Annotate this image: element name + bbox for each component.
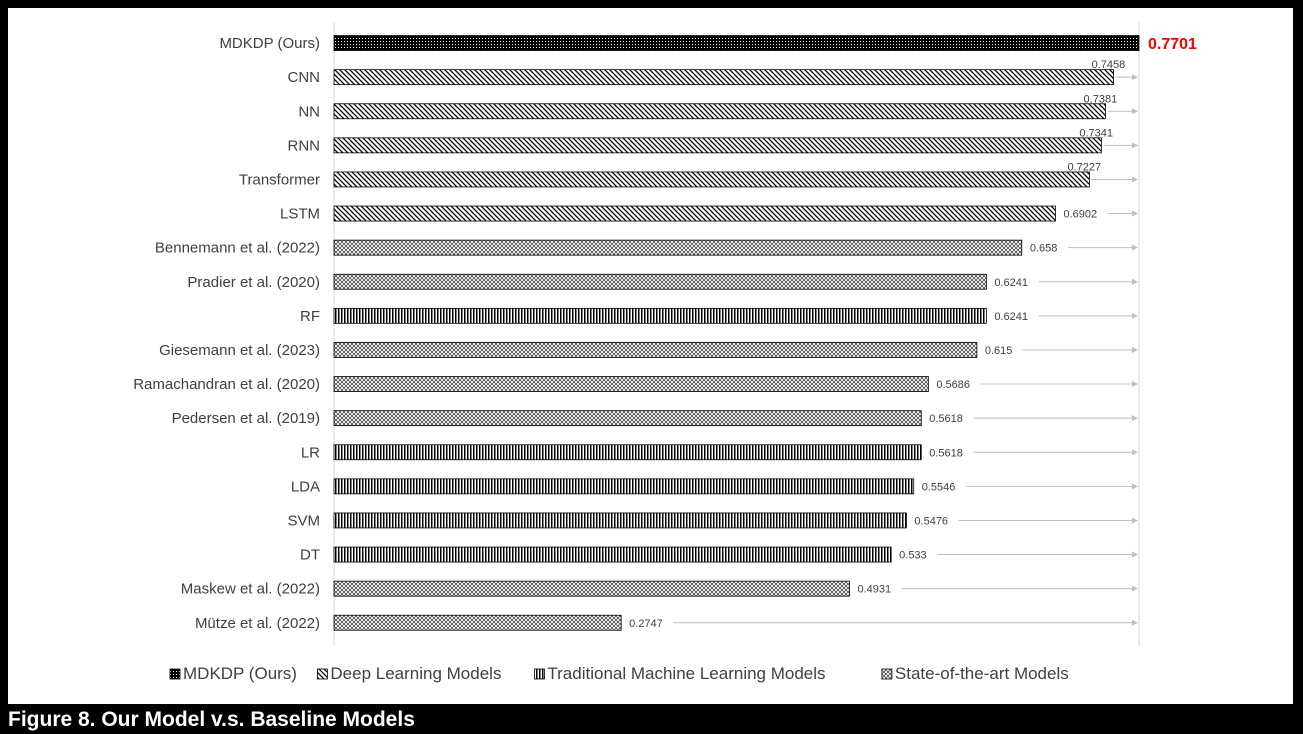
arrow-head bbox=[1132, 278, 1138, 285]
bar bbox=[333, 444, 922, 461]
bar bbox=[333, 307, 987, 324]
chart-panel: MDKDP (Ours) 0.7701 CNN 0.7458 NN 0.7381 RNN 0.… bbox=[8, 8, 1293, 731]
data-label: 0.7227 bbox=[1067, 161, 1101, 173]
bar bbox=[333, 410, 922, 427]
bar bbox=[333, 512, 907, 529]
data-label: 0.6241 bbox=[994, 311, 1028, 323]
data-label: 0.6902 bbox=[1063, 209, 1097, 221]
legend-label-deep: Deep Learning Models bbox=[330, 664, 501, 683]
data-label: 0.658 bbox=[1030, 243, 1058, 255]
data-label: 0.4931 bbox=[857, 584, 891, 596]
category-label: Pradier et al. (2020) bbox=[187, 274, 320, 291]
data-label: 0.7701 bbox=[1148, 36, 1197, 53]
bar bbox=[333, 137, 1102, 154]
axis-layer bbox=[333, 22, 1140, 646]
legend: MDKDP (Ours) Deep Learning Models Traditio… bbox=[169, 664, 1069, 683]
bar bbox=[333, 342, 978, 358]
category-label: Mütze et al. (2022) bbox=[195, 615, 320, 632]
arrow-head bbox=[1132, 312, 1138, 319]
legend-swatch-deep bbox=[316, 668, 328, 680]
arrow-head bbox=[1132, 74, 1138, 81]
bar bbox=[333, 239, 1023, 256]
legend-label-ours: MDKDP (Ours) bbox=[183, 664, 297, 683]
category-label: RF bbox=[300, 308, 320, 325]
arrow-head bbox=[1132, 415, 1138, 422]
arrow-head bbox=[1132, 142, 1138, 149]
arrow-head bbox=[1132, 244, 1138, 251]
category-label: Giesemann et al. (2023) bbox=[159, 342, 320, 359]
arrow-head bbox=[1132, 551, 1138, 558]
category-label: Pedersen et al. (2019) bbox=[172, 410, 320, 427]
category-label: Ramachandran et al. (2020) bbox=[133, 376, 320, 393]
data-label: 0.7381 bbox=[1084, 93, 1118, 105]
arrow-head bbox=[1132, 176, 1138, 183]
arrow-head bbox=[1132, 346, 1138, 353]
category-label: MDKDP (Ours) bbox=[219, 35, 320, 52]
bar bbox=[333, 273, 987, 290]
category-label: LR bbox=[301, 444, 320, 461]
category-label: DT bbox=[300, 547, 320, 564]
bar bbox=[333, 546, 892, 563]
category-label: LSTM bbox=[280, 206, 320, 223]
category-label: RNN bbox=[288, 137, 321, 154]
bar bbox=[333, 69, 1114, 86]
legend-swatch-ours bbox=[169, 668, 181, 680]
bar-chart: MDKDP (Ours) 0.7701 CNN 0.7458 NN 0.7381 RNN 0.… bbox=[133, 22, 1197, 683]
data-label: 0.5686 bbox=[936, 379, 970, 391]
data-label: 0.2747 bbox=[629, 618, 663, 630]
legend-label-sota: State-of-the-art Models bbox=[895, 664, 1069, 683]
arrow-head bbox=[1132, 517, 1138, 524]
data-label: 0.5618 bbox=[929, 413, 963, 425]
legend-swatch-sota bbox=[881, 668, 893, 680]
category-label: LDA bbox=[291, 478, 320, 495]
bar bbox=[333, 205, 1056, 222]
arrow-head bbox=[1132, 449, 1138, 456]
bar bbox=[333, 171, 1090, 188]
bar bbox=[333, 376, 929, 392]
bar bbox=[333, 580, 850, 597]
category-label: SVM bbox=[287, 512, 320, 529]
category-label: Transformer bbox=[239, 171, 320, 188]
legend-swatch-trad bbox=[534, 668, 545, 680]
data-label: 0.7341 bbox=[1079, 127, 1113, 139]
bar bbox=[333, 614, 622, 631]
bar bbox=[333, 35, 1140, 51]
category-label: Maskew et al. (2022) bbox=[181, 581, 320, 598]
arrow-head bbox=[1132, 483, 1138, 490]
data-label: 0.615 bbox=[985, 345, 1013, 357]
arrow-head bbox=[1132, 619, 1138, 626]
bars-layer: MDKDP (Ours) 0.7701 CNN 0.7458 NN 0.7381 RNN 0.… bbox=[133, 35, 1197, 632]
data-label: 0.5476 bbox=[914, 515, 948, 527]
bar bbox=[333, 478, 915, 495]
legend-label-trad: Traditional Machine Learning Models bbox=[547, 664, 825, 683]
data-label: 0.533 bbox=[899, 550, 927, 562]
arrow-head bbox=[1132, 108, 1138, 115]
data-label: 0.7458 bbox=[1092, 59, 1126, 71]
category-label: CNN bbox=[288, 69, 321, 86]
data-label: 0.6241 bbox=[994, 277, 1028, 289]
data-label: 0.5546 bbox=[922, 481, 956, 493]
category-label: NN bbox=[298, 103, 320, 120]
bar bbox=[333, 103, 1106, 120]
category-label: Bennemann et al. (2022) bbox=[155, 240, 320, 257]
arrow-head bbox=[1132, 585, 1138, 592]
arrow-head bbox=[1132, 210, 1138, 217]
figure-caption: Figure 8. Our Model v.s. Baseline Models bbox=[8, 708, 415, 731]
arrow-head bbox=[1132, 381, 1138, 388]
data-label: 0.5618 bbox=[929, 447, 963, 459]
